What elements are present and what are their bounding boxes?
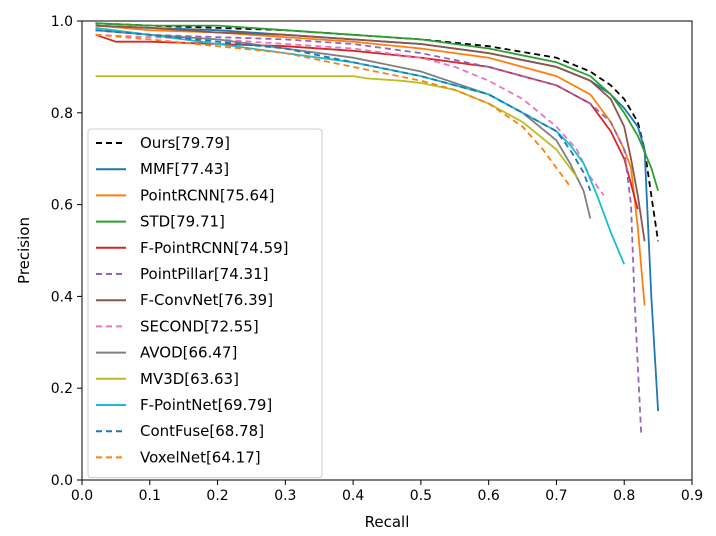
legend-entry-label: PointPillar[74.31] <box>140 265 268 283</box>
x-tick-label: 0.7 <box>545 488 567 504</box>
series-layer <box>95 22 659 435</box>
legend-entry-label: F-ConvNet[76.39] <box>140 291 273 309</box>
legend-entry-label: PointRCNN[75.64] <box>140 186 274 204</box>
x-tick-label: 0.4 <box>342 488 364 504</box>
series-line-8 <box>95 29 592 219</box>
x-tick-label: 0.8 <box>613 488 635 504</box>
legend-entry-label: MV3D[63.63] <box>140 370 239 388</box>
series-line-10 <box>95 27 626 265</box>
x-tick-label: 0.3 <box>274 488 296 504</box>
series-line-0 <box>95 22 659 242</box>
x-tick-label: 0.5 <box>410 488 432 504</box>
plot-frame <box>81 20 693 481</box>
x-tick-label: 0.1 <box>139 488 161 504</box>
series-line-5 <box>95 29 643 435</box>
y-axis-label: Precision <box>15 217 33 284</box>
legend-entry-label: F-PointRCNN[74.59] <box>140 239 289 257</box>
legend-entry-label: Ours[79.79] <box>140 134 230 152</box>
legend-box <box>87 128 323 479</box>
x-tick-label: 0.2 <box>206 488 228 504</box>
series-line-4 <box>95 33 639 210</box>
series-line-3 <box>95 22 659 192</box>
series-line-6 <box>95 24 646 242</box>
y-tick-label: 0.0 <box>51 473 73 489</box>
y-tick-label: 1.0 <box>51 14 73 30</box>
series-line-11 <box>95 29 592 192</box>
x-axis-label: Recall <box>365 513 410 531</box>
legend-entry-label: VoxelNet[64.17] <box>140 448 261 466</box>
legend: Ours[79.79] MMF[77.43] PointRCNN[75.64] STD… <box>87 128 323 479</box>
y-tick-label: 0.8 <box>51 106 73 122</box>
x-tick-label: 0.0 <box>71 488 93 504</box>
x-tick-label: 0.6 <box>478 488 500 504</box>
y-tick-label: 0.6 <box>51 198 73 214</box>
x-axis-ticks: 0.0 0.1 0.2 0.3 0.4 0.5 0.6 0.7 0.8 0.9 <box>71 480 703 504</box>
legend-entry-label: SECOND[72.55] <box>140 317 259 335</box>
legend-entry-label: STD[79.71] <box>140 213 225 231</box>
legend-entry-label: ContFuse[68.78] <box>140 422 264 440</box>
legend-entry-label: AVOD[66.47] <box>140 344 237 362</box>
series-line-9 <box>95 75 578 178</box>
series-line-12 <box>95 33 571 187</box>
legend-items: Ours[79.79] MMF[77.43] PointRCNN[75.64] STD… <box>96 134 289 466</box>
y-axis-ticks: 0.0 0.2 0.4 0.6 0.8 1.0 <box>51 14 82 489</box>
legend-entry-label: F-PointNet[69.79] <box>140 396 272 414</box>
legend-entry-label: MMF[77.43] <box>140 160 229 178</box>
y-tick-label: 0.4 <box>51 289 73 305</box>
x-tick-label: 0.9 <box>681 488 703 504</box>
y-tick-label: 0.2 <box>51 381 73 397</box>
